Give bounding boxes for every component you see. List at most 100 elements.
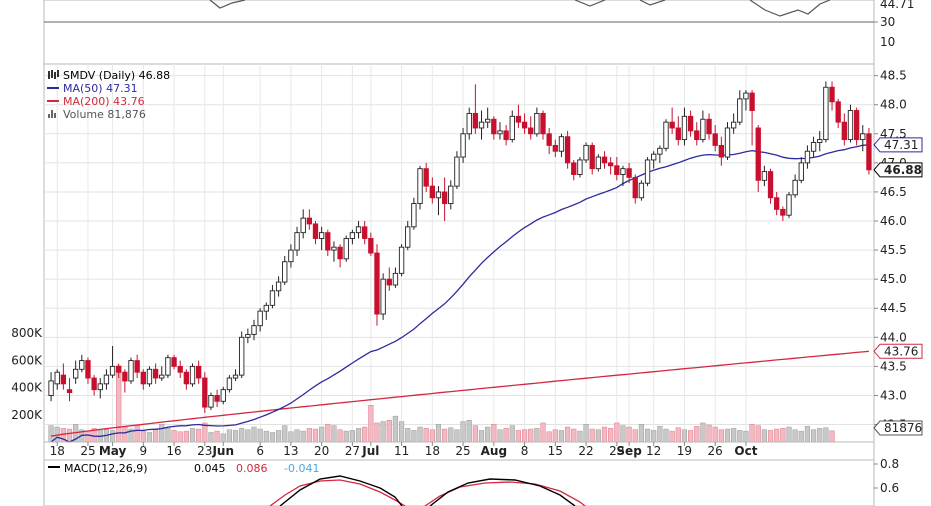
- price-tags: 47.31 46.88 43.76 81876: [873, 137, 923, 436]
- price-tick-label: 43.5: [880, 359, 907, 373]
- x-tick-label: 9: [139, 444, 147, 458]
- price-tick-label: 46.0: [880, 214, 907, 228]
- volume-bar: [565, 426, 571, 443]
- x-tick-label: 16: [166, 444, 181, 458]
- candle-body: [571, 162, 577, 175]
- volume-bar: [122, 426, 128, 443]
- candle: [669, 107, 675, 134]
- candle: [275, 276, 282, 297]
- price-tag-label: 81876: [884, 421, 922, 435]
- candle-body: [724, 127, 731, 158]
- volume-bar: [651, 430, 657, 443]
- candle: [282, 255, 288, 285]
- volume-bar: [362, 426, 368, 443]
- volume-bar: [761, 429, 767, 443]
- volume-bar: [780, 428, 786, 443]
- candle: [558, 133, 565, 158]
- price-tick-label: 45.5: [880, 243, 907, 257]
- volume-bar: [325, 424, 331, 443]
- candle: [79, 354, 85, 373]
- candle-body: [232, 374, 239, 379]
- volume-bar: [767, 430, 774, 443]
- candle: [497, 122, 503, 140]
- candle: [651, 151, 657, 169]
- candle-body: [208, 395, 214, 408]
- price-tag-label: 43.76: [884, 344, 918, 358]
- price-tag-label: 47.31: [884, 138, 918, 152]
- candle: [706, 113, 712, 140]
- ma50-path: [50, 144, 869, 443]
- candle: [109, 346, 116, 379]
- candle-body: [306, 217, 313, 225]
- candle: [632, 174, 638, 204]
- volume-bar: [774, 428, 780, 443]
- volume-bar: [829, 430, 835, 443]
- candle-body: [103, 374, 110, 385]
- candle: [239, 331, 245, 379]
- volume-bar: [810, 429, 817, 443]
- candle-body: [411, 203, 417, 228]
- volume-bar: [183, 430, 189, 443]
- volume-bar: [657, 426, 663, 443]
- candle-body: [866, 133, 872, 171]
- price-tick-label: 48.0: [880, 98, 907, 112]
- ma200-path: [50, 350, 869, 437]
- price-panel: [43, 63, 875, 443]
- candle: [116, 363, 122, 379]
- candle-body: [718, 144, 725, 158]
- candle: [318, 226, 325, 251]
- candle: [429, 177, 435, 204]
- candle: [749, 90, 755, 146]
- candle: [589, 142, 595, 175]
- volume-tick-label: 800K: [11, 326, 43, 340]
- candle-body: [626, 168, 632, 178]
- candle-body: [171, 357, 177, 367]
- candle-body: [657, 147, 663, 155]
- candle-body: [288, 249, 294, 263]
- x-tick-label: 27: [345, 444, 360, 458]
- price-tick-label: 46.5: [880, 185, 907, 199]
- candle: [208, 392, 214, 411]
- volume-bar: [472, 425, 478, 443]
- volume-bar: [681, 429, 688, 443]
- candle-body: [853, 110, 860, 141]
- candle-body: [823, 86, 829, 141]
- volume-bar: [355, 428, 362, 443]
- volume-bar: [423, 428, 429, 443]
- candle-body: [405, 226, 411, 248]
- candle-body: [749, 92, 755, 111]
- candle-body: [780, 208, 786, 216]
- candle: [380, 273, 386, 320]
- x-tick-label: 26: [708, 444, 723, 458]
- candle-body: [60, 374, 67, 385]
- price-tick-label: 45.0: [880, 272, 907, 286]
- price-tag-box: [873, 420, 923, 436]
- candle-body: [183, 371, 190, 385]
- volume-bar: [724, 428, 731, 443]
- candle: [263, 302, 269, 320]
- candle-body: [448, 185, 454, 205]
- candle: [423, 162, 429, 192]
- candle-body: [239, 336, 245, 376]
- candle-body: [392, 272, 399, 286]
- candle: [122, 369, 128, 393]
- candle: [730, 113, 737, 134]
- volume-bar: [331, 425, 337, 443]
- volume-bar: [196, 428, 202, 443]
- volume-bar: [146, 432, 153, 443]
- candle-body: [663, 121, 669, 149]
- candle-body: [712, 133, 718, 146]
- macd-tick-label: 0.6: [880, 481, 899, 495]
- x-tick-label: 22: [578, 444, 593, 458]
- candle: [552, 139, 558, 158]
- volume-bar: [374, 422, 380, 443]
- candle: [540, 110, 546, 140]
- price-tag: 46.88: [873, 162, 923, 178]
- candle-body: [829, 86, 835, 103]
- candle-body: [226, 377, 233, 391]
- x-tick-label: 18: [50, 444, 65, 458]
- volume-bar: [521, 429, 528, 443]
- volume-bar: [442, 428, 448, 443]
- candle-body: [737, 98, 743, 123]
- candle-body: [294, 232, 300, 251]
